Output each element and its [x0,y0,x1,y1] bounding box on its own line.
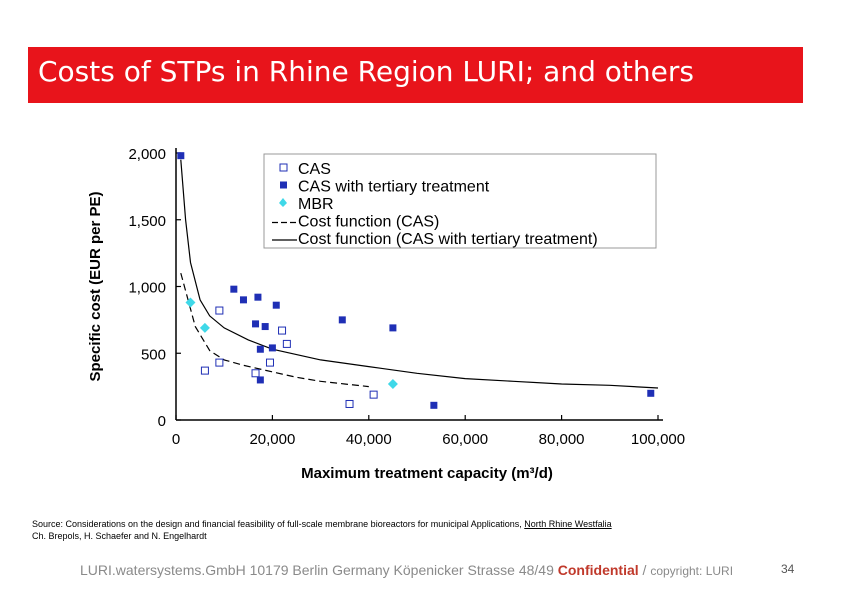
x-axis-label: Maximum treatment capacity (m³/d) [301,465,553,482]
legend-box [263,153,657,249]
y-axis-label: Specific cost (EUR per PE) [87,191,104,381]
data-point [261,323,269,331]
x-tick-label: 80,000 [539,431,585,448]
data-point [282,339,291,348]
data-point [268,344,276,352]
data-point [387,378,398,389]
legend-label: MBR [298,196,334,213]
source-authors: Ch. Brepols, H. Schaefer and N. Engelhar… [32,531,207,541]
data-point [272,301,280,309]
footer-separator: / [638,562,651,578]
data-point [230,285,238,293]
data-point [647,389,655,397]
legend-label: CAS [298,161,331,178]
data-point [199,322,210,333]
data-point [256,345,264,353]
page-number: 34 [781,562,795,576]
data-point [369,390,378,399]
footer: LURI.watersystems.GmbH 10179 Berlin Germ… [80,562,733,578]
footer-company: LURI.watersystems.GmbH 10179 Berlin Germ… [80,562,558,578]
data-point [278,326,287,335]
data-point [177,152,185,160]
series-line [180,159,659,389]
y-tick-label: 1,000 [128,280,166,297]
series-line [180,272,369,388]
source-citation: Source: Considerations on the design and… [32,518,612,542]
legend-marker [280,181,287,189]
data-point [345,399,354,408]
footer-confidential: Confidential [557,562,639,578]
x-tick-label: 0 [172,431,180,448]
legend-label: Cost function (CAS with tertiary treatme… [298,231,598,248]
legend-marker [279,163,288,172]
data-point [338,316,346,324]
y-tick-label: 2,000 [128,146,166,163]
y-tick-label: 1,500 [128,213,166,230]
data-point [251,369,260,378]
footer-copyright: copyright: LURI [650,564,734,578]
data-point [252,320,260,328]
data-point [265,358,274,367]
legend-label: Cost function (CAS) [298,214,439,231]
data-point [215,358,224,367]
data-point [430,401,438,409]
data-point [256,376,264,384]
source-text: Source: Considerations on the design and… [32,519,525,529]
source-link[interactable]: North Rhine Westfalia [524,519,612,529]
y-tick-label: 500 [141,346,166,363]
data-point [200,366,209,375]
legend-marker [279,198,287,207]
data-point [185,297,196,308]
y-tick-label: 0 [158,413,166,430]
x-tick-label: 100,000 [631,431,685,448]
data-point [254,293,262,301]
slide-title: Costs of STPs in Rhine Region LURI; and … [38,55,694,88]
x-tick-label: 40,000 [346,431,392,448]
legend-label: CAS with tertiary treatment [298,179,490,196]
title-banner: Costs of STPs in Rhine Region LURI; and … [28,47,803,103]
data-point [389,324,397,332]
data-point [215,306,224,315]
x-tick-label: 60,000 [442,431,488,448]
data-point [239,296,247,304]
x-tick-label: 20,000 [249,431,295,448]
